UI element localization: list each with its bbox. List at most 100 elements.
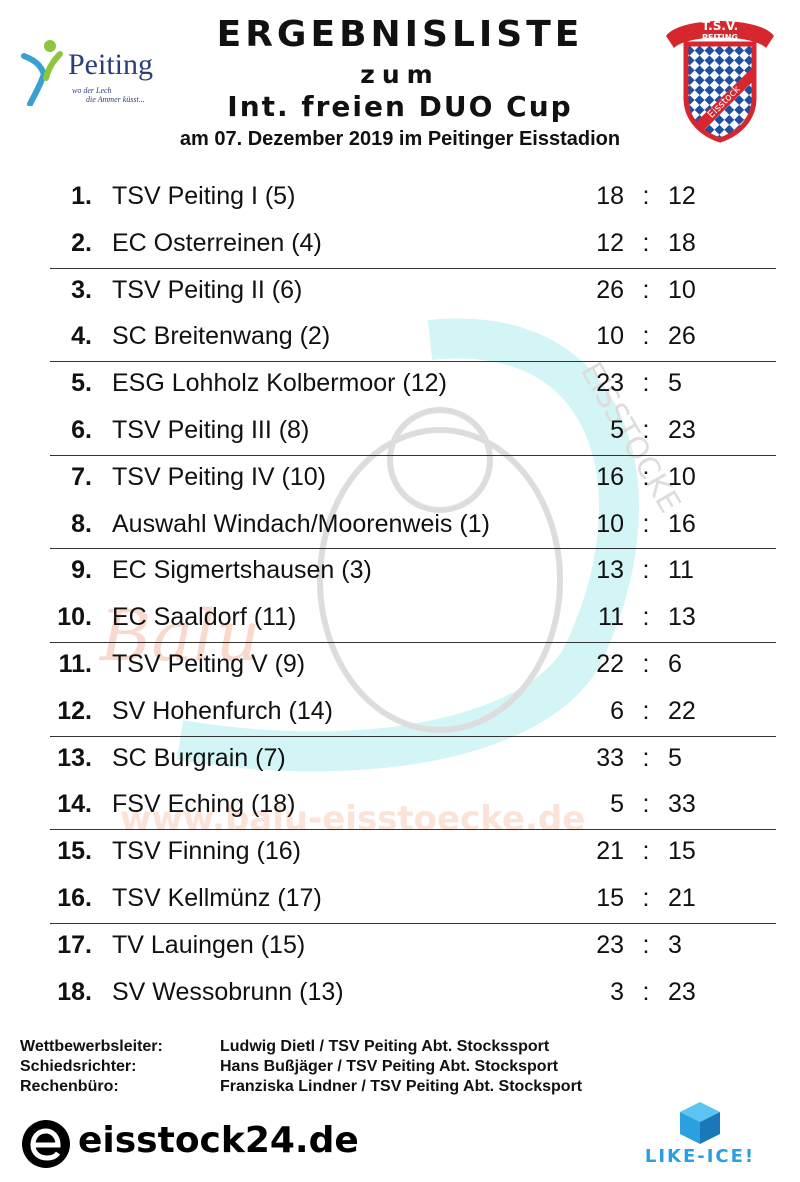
result-score-against: 23 [668, 978, 696, 1006]
result-score-separator: : [642, 978, 650, 1006]
official-name: Hans Bußjäger / TSV Peiting Abt. Stocksp… [220, 1058, 559, 1075]
eisstock24-e-icon [22, 1120, 70, 1168]
result-team: SC Breitenwang (2) [112, 322, 331, 350]
result-team: TSV Kellmünz (17) [112, 884, 322, 912]
result-score-against: 23 [668, 416, 696, 444]
official-name: Franziska Lindner / TSV Peiting Abt. Sto… [220, 1078, 583, 1095]
result-row: 14. FSV Eching (18) 5:33 [0, 782, 800, 828]
peiting-logo-word: Peiting [68, 48, 154, 81]
result-rank: 13. [57, 744, 92, 772]
result-score-for: 16 [596, 463, 624, 491]
result-score-against: 21 [668, 884, 696, 912]
result-rank: 9. [71, 556, 92, 584]
result-score-separator: : [642, 603, 650, 631]
result-score-separator: : [642, 322, 650, 350]
result-score-against: 13 [668, 603, 696, 631]
result-score-separator: : [642, 369, 650, 397]
result-score-against: 10 [668, 463, 696, 491]
result-score-against: 16 [668, 510, 696, 538]
result-rank: 6. [71, 416, 92, 444]
result-score-for: 10 [596, 510, 624, 538]
result-row: 17. TV Lauingen (15) 23:3 [0, 923, 800, 969]
result-team: EC Saaldorf (11) [112, 603, 297, 631]
result-rank: 17. [57, 931, 92, 959]
peiting-slogan-line1: wo der Lech [72, 86, 112, 95]
result-row: 3. TSV Peiting II (6) 26:10 [0, 268, 800, 314]
result-row: 15. TSV Finning (16) 21:15 [0, 829, 800, 875]
result-score-separator: : [642, 650, 650, 678]
result-team: TSV Peiting V (9) [112, 650, 306, 678]
official-role: Wettbewerbsleiter: [20, 1038, 163, 1055]
result-row: 6. TSV Peiting III (8) 5:23 [0, 408, 800, 454]
pair-divider [50, 548, 776, 549]
result-row: 10. EC Saaldorf (11) 11:13 [0, 595, 800, 641]
likeice-cube-icon [680, 1102, 720, 1144]
pair-divider [50, 923, 776, 924]
result-score-against: 5 [668, 744, 682, 772]
result-team: SV Hohenfurch (14) [112, 697, 333, 725]
result-score-separator: : [642, 837, 650, 865]
pair-divider [50, 829, 776, 830]
result-row: 11. TSV Peiting V (9) 22:6 [0, 642, 800, 688]
eisstock24-logo: eisstock24.de [20, 1118, 400, 1172]
result-rank: 15. [57, 837, 92, 865]
result-team: ESG Lohholz Kolbermoor (12) [112, 369, 447, 397]
official-name: Ludwig Dietl / TSV Peiting Abt. Stockssp… [220, 1038, 550, 1055]
title-zum: zum [360, 60, 440, 89]
result-score-against: 10 [668, 276, 696, 304]
result-team: TV Lauingen (15) [112, 931, 306, 959]
result-score-for: 15 [596, 884, 624, 912]
result-score-separator: : [642, 276, 650, 304]
result-score-separator: : [642, 697, 650, 725]
result-rank: 2. [71, 229, 92, 257]
result-rank: 8. [71, 510, 92, 538]
pair-divider [50, 268, 776, 269]
result-rank: 3. [71, 276, 92, 304]
pair-divider [50, 455, 776, 456]
result-score-against: 12 [668, 182, 696, 210]
result-score-for: 3 [610, 978, 624, 1006]
result-score-for: 13 [596, 556, 624, 584]
result-row: 8. Auswahl Windach/Moorenweis (1) 10:16 [0, 502, 800, 548]
result-score-for: 21 [596, 837, 624, 865]
result-row: 2. EC Osterreinen (4) 12:18 [0, 221, 800, 267]
result-score-separator: : [642, 790, 650, 818]
result-score-separator: : [642, 744, 650, 772]
result-score-separator: : [642, 556, 650, 584]
result-rank: 1. [71, 182, 92, 210]
result-rank: 4. [71, 322, 92, 350]
result-score-against: 22 [668, 697, 696, 725]
result-score-for: 22 [596, 650, 624, 678]
result-score-for: 12 [596, 229, 624, 257]
result-rank: 10. [57, 603, 92, 631]
result-team: TSV Peiting II (6) [112, 276, 303, 304]
result-score-against: 33 [668, 790, 696, 818]
result-score-for: 18 [596, 182, 624, 210]
result-row: 4. SC Breitenwang (2) 10:26 [0, 314, 800, 360]
result-score-for: 5 [610, 790, 624, 818]
result-score-separator: : [642, 884, 650, 912]
result-rank: 7. [71, 463, 92, 491]
peiting-slogan: wo der Lech die Ammer küsst... [72, 86, 145, 104]
result-score-separator: : [642, 229, 650, 257]
result-row: 7. TSV Peiting IV (10) 16:10 [0, 455, 800, 501]
result-team: TSV Finning (16) [112, 837, 301, 865]
result-rank: 12. [57, 697, 92, 725]
result-team: TSV Peiting III (8) [112, 416, 310, 444]
result-row: 1. TSV Peiting I (5) 18:12 [0, 174, 800, 220]
result-score-for: 26 [596, 276, 624, 304]
result-score-against: 11 [668, 556, 694, 584]
result-row: 9. EC Sigmertshausen (3) 13:11 [0, 548, 800, 594]
likeice-text: LIKE-ICE! [644, 1146, 756, 1167]
result-rank: 16. [57, 884, 92, 912]
result-score-separator: : [642, 182, 650, 210]
official-role: Rechenbüro: [20, 1078, 119, 1095]
tsv-logo-bottom: PEITING [702, 33, 738, 42]
result-row: 16. TSV Kellmünz (17) 15:21 [0, 876, 800, 922]
result-score-separator: : [642, 463, 650, 491]
result-score-against: 6 [668, 650, 682, 678]
result-rank: 5. [71, 369, 92, 397]
result-score-for: 11 [598, 603, 624, 631]
result-team: FSV Eching (18) [112, 790, 296, 818]
result-team: TSV Peiting I (5) [112, 182, 296, 210]
